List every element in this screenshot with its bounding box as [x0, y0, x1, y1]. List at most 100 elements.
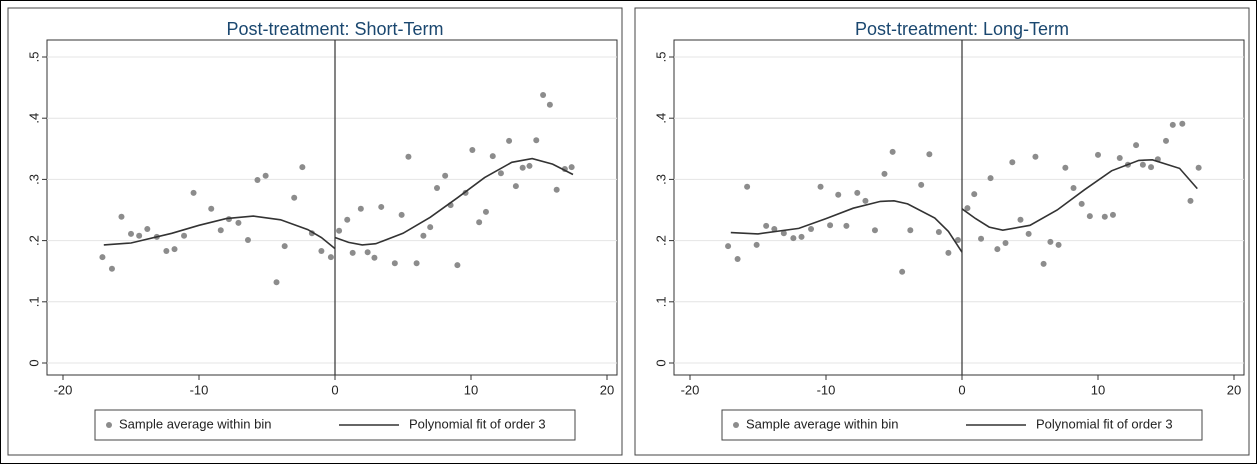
- data-point: [1101, 213, 1108, 220]
- data-point: [99, 254, 106, 261]
- data-point: [1109, 211, 1116, 218]
- legend-marker: [106, 422, 112, 428]
- data-point: [1017, 216, 1024, 223]
- data-point: [935, 229, 942, 236]
- x-tick-label: 0: [958, 382, 965, 397]
- y-tick-label: .5: [26, 52, 41, 63]
- data-point: [540, 91, 547, 98]
- data-point: [405, 153, 412, 160]
- data-point: [918, 181, 925, 188]
- data-point: [136, 232, 143, 239]
- x-tick-label: -20: [681, 382, 700, 397]
- data-point: [1133, 142, 1140, 149]
- data-point: [357, 205, 364, 212]
- y-tick-label: 0: [26, 359, 41, 366]
- data-point: [771, 225, 778, 232]
- data-point: [190, 189, 197, 196]
- data-point: [469, 147, 476, 154]
- data-point: [391, 260, 398, 267]
- data-point: [744, 183, 751, 190]
- data-point: [763, 222, 770, 229]
- data-point: [862, 197, 869, 204]
- y-tick-label: .4: [653, 113, 668, 124]
- legend-label: Sample average within bin: [746, 416, 898, 431]
- data-point: [1116, 154, 1123, 161]
- data-point: [871, 227, 878, 234]
- data-point: [181, 232, 188, 239]
- data-point: [1009, 159, 1016, 166]
- x-tick-label: 20: [600, 382, 614, 397]
- data-point: [827, 222, 834, 229]
- x-tick-label: 10: [1091, 382, 1105, 397]
- data-point: [371, 254, 378, 261]
- data-point: [1139, 161, 1146, 168]
- data-point: [476, 219, 483, 226]
- data-point: [281, 243, 288, 250]
- data-point: [526, 162, 533, 169]
- data-point: [753, 241, 760, 248]
- x-tick-label: -20: [54, 382, 73, 397]
- y-tick-label: .4: [26, 113, 41, 124]
- data-point: [945, 249, 952, 256]
- data-point: [1002, 240, 1009, 247]
- legend-label: Sample average within bin: [119, 416, 271, 431]
- legend-label: Polynomial fit of order 3: [1036, 416, 1173, 431]
- data-point: [244, 236, 251, 243]
- data-point: [364, 249, 371, 256]
- data-point: [336, 227, 343, 234]
- data-point: [489, 153, 496, 160]
- data-point: [808, 225, 815, 232]
- data-point: [1187, 197, 1194, 204]
- data-point: [128, 230, 134, 237]
- y-tick-label: 0: [653, 359, 668, 366]
- plot-frame: [46, 39, 618, 376]
- x-tick-label: 10: [464, 382, 478, 397]
- data-point: [262, 172, 269, 179]
- data-point: [1148, 164, 1155, 171]
- data-point: [434, 184, 440, 191]
- data-point: [378, 203, 385, 210]
- data-point: [299, 164, 306, 171]
- data-point: [725, 243, 732, 250]
- data-point: [978, 235, 985, 242]
- chart-title: Post-treatment: Long-Term: [855, 19, 1069, 39]
- data-point: [1047, 238, 1054, 245]
- data-point: [987, 175, 994, 182]
- data-point: [506, 137, 513, 144]
- x-tick-label: -10: [817, 382, 836, 397]
- data-point: [1040, 260, 1047, 267]
- data-point: [1179, 120, 1186, 127]
- data-point: [144, 225, 151, 232]
- data-point: [1055, 241, 1062, 248]
- data-point: [899, 268, 906, 275]
- data-point: [1195, 164, 1202, 171]
- data-point: [163, 248, 170, 255]
- data-point: [420, 232, 427, 239]
- data-point: [1086, 213, 1093, 220]
- data-point: [291, 194, 298, 201]
- data-point: [512, 183, 519, 190]
- data-point: [208, 205, 215, 212]
- data-point: [318, 248, 325, 255]
- data-point: [171, 246, 178, 253]
- data-point: [954, 236, 961, 243]
- data-point: [907, 227, 914, 234]
- data-point: [442, 172, 449, 179]
- data-point: [881, 170, 888, 177]
- data-point: [568, 164, 575, 171]
- data-point: [546, 101, 553, 108]
- data-point: [817, 183, 824, 190]
- data-point: [413, 260, 420, 267]
- legend-label: Polynomial fit of order 3: [409, 416, 546, 431]
- fit-line: [730, 158, 1198, 253]
- legend-box: [721, 409, 1203, 441]
- data-point: [273, 279, 280, 286]
- data-point: [398, 211, 405, 218]
- data-point: [553, 186, 560, 193]
- data-point: [1095, 151, 1101, 158]
- x-tick-label: -10: [190, 382, 209, 397]
- data-point: [327, 254, 334, 261]
- data-point: [1032, 153, 1039, 160]
- data-point: [519, 164, 526, 171]
